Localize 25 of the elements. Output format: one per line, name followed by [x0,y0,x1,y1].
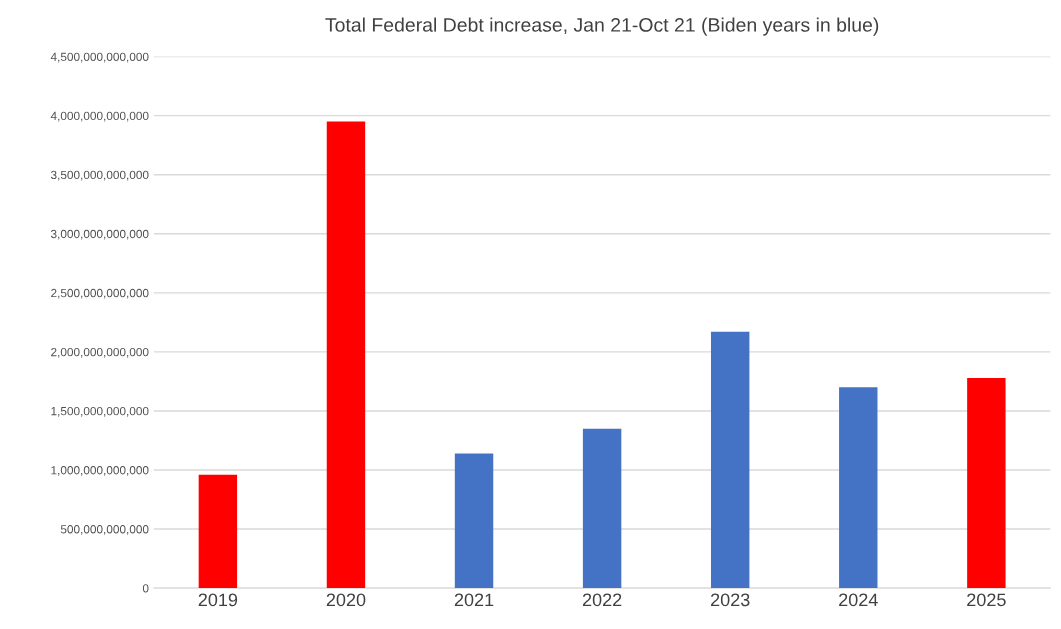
bar [839,387,878,589]
y-tick-label: 1,000,000,000,000 [51,466,149,476]
chart-title: Total Federal Debt increase, Jan 21-Oct 21 (Biden years in blue) [325,17,879,36]
x-tick-label: 2021 [454,593,494,607]
x-tick-label: 2022 [582,593,622,607]
y-tick-label: 2,000,000,000,000 [51,347,149,358]
bar [710,331,750,589]
y-tick-label: 4,500,000,000,000 [50,52,149,63]
x-tick-label: 2019 [198,593,238,607]
y-tick-label: 2,500,000,000,000 [51,288,149,299]
y-tick-label: 4,000,000,000,000 [50,111,149,122]
y-tick-label: 3,500,000,000,000 [50,170,149,181]
bar [582,428,622,589]
bar [967,377,1006,589]
x-tick-label: 2023 [711,593,750,607]
y-tick-label: 0 [142,584,149,593]
x-tick-label: 2024 [839,593,878,607]
bar [198,474,238,589]
bar [454,453,494,589]
bar [326,121,366,589]
x-tick-label: 2020 [326,593,366,607]
y-tick-label: 500,000,000,000 [60,525,149,535]
y-tick-label: 3,000,000,000,000 [50,229,149,240]
y-tick-label: 1,500,000,000,000 [51,406,149,417]
x-tick-label: 2025 [967,593,1006,607]
